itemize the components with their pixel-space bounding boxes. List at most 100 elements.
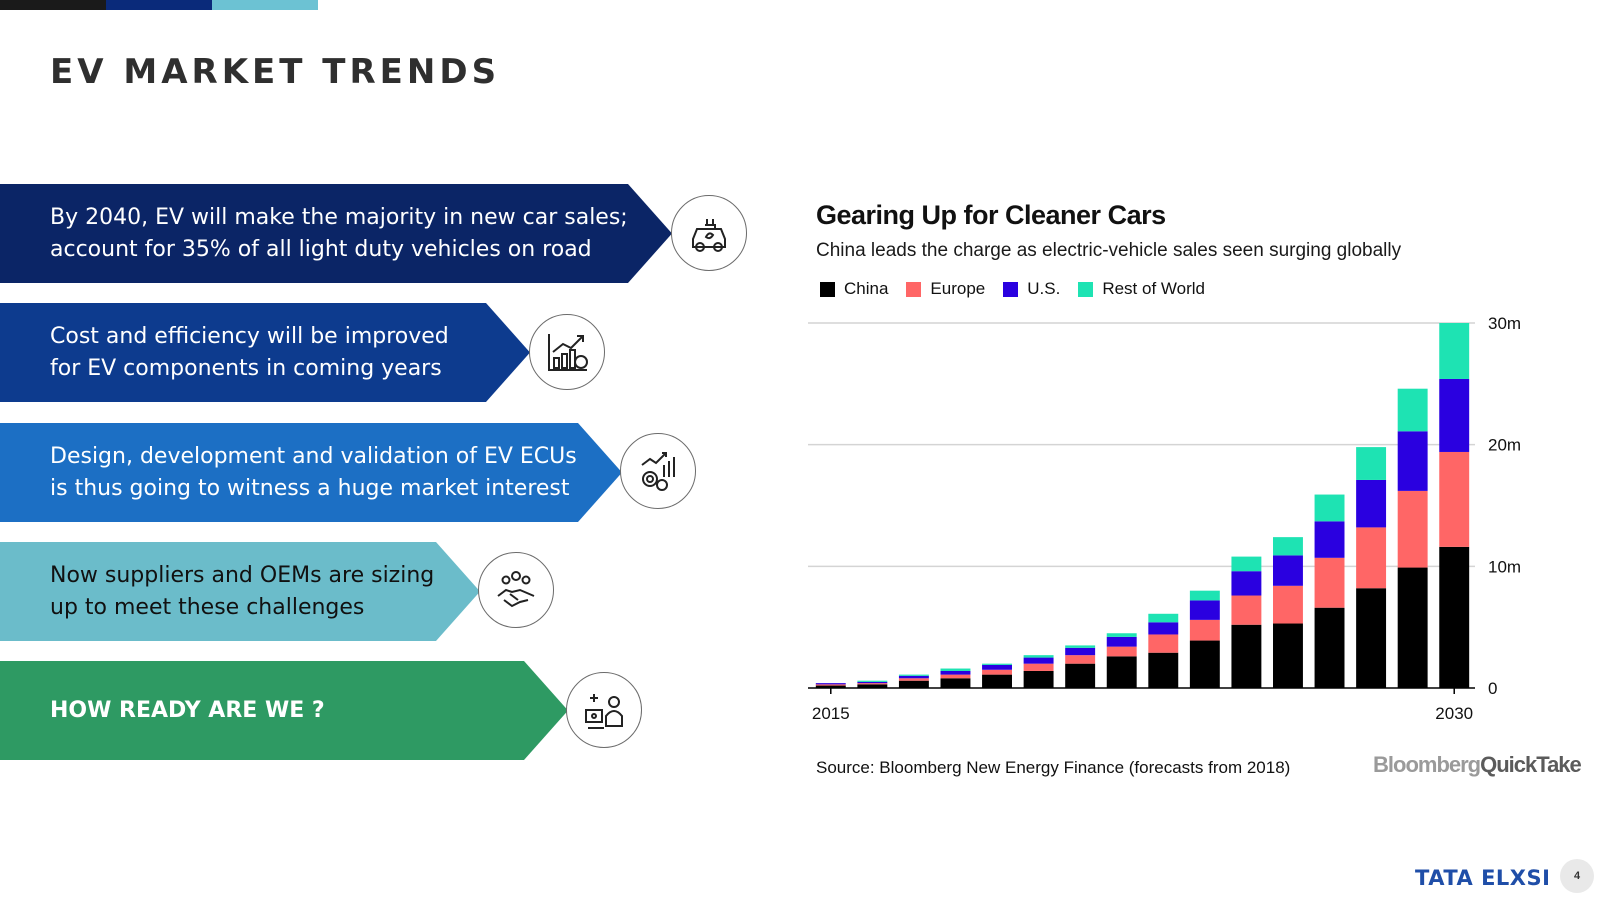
bar-segment-china xyxy=(1356,588,1387,688)
banner-cost-efficiency: Cost and efficiency will be improved for… xyxy=(0,303,530,402)
bar-segment-u-s- xyxy=(1065,647,1096,656)
gear-growth-icon xyxy=(620,433,696,509)
bar-segment-rest-of-world xyxy=(1148,613,1179,623)
bar-segment-u-s- xyxy=(1148,622,1179,635)
banner-suppliers-oems: Now suppliers and OEMs are sizing up to … xyxy=(0,542,480,641)
bar-segment-europe xyxy=(982,669,1012,675)
bar-segment-rest-of-world xyxy=(1065,645,1096,648)
bar-segment-u-s- xyxy=(982,664,1012,670)
x-tick-label: 2030 xyxy=(1435,704,1473,723)
bloomberg-quicktake-logo: BloombergQuickTake xyxy=(1373,752,1582,778)
bar-segment-u-s- xyxy=(1106,636,1137,647)
accent-segment-navy xyxy=(106,0,212,10)
partnership-handshake-icon xyxy=(478,552,554,628)
bar-segment-europe xyxy=(815,684,846,686)
y-tick-label: 0 xyxy=(1488,679,1497,698)
bar-segment-china xyxy=(1439,546,1470,688)
bar-segment-u-s- xyxy=(1023,657,1054,664)
bar-segment-rest-of-world xyxy=(982,663,1012,665)
logo-part: Bloomberg xyxy=(1373,752,1481,777)
legend-label: Europe xyxy=(930,279,986,298)
banner-text: Cost and efficiency will be improved for… xyxy=(50,323,449,381)
bar-segment-europe xyxy=(940,674,971,679)
bar-segment-rest-of-world xyxy=(1231,556,1262,572)
bar-segment-europe xyxy=(1314,557,1345,608)
ev-car-charging-icon xyxy=(671,195,747,271)
bar-segment-china xyxy=(1189,640,1220,688)
bar-segment-europe xyxy=(857,683,888,685)
legend-label: U.S. xyxy=(1027,279,1061,298)
bar-segment-china xyxy=(1314,607,1345,688)
bar-segment-u-s- xyxy=(898,675,929,679)
legend-swatch-china xyxy=(820,281,835,297)
bar-segment-china xyxy=(857,684,888,688)
bar-segment-europe xyxy=(1148,634,1179,653)
accent-segment-teal xyxy=(212,0,318,10)
bar-segment-u-s- xyxy=(1397,431,1428,491)
slide-title: EV MARKET TRENDS xyxy=(50,52,501,92)
chart-subtitle: China leads the charge as electric-vehic… xyxy=(816,240,1402,261)
engineer-workstation-icon xyxy=(566,672,642,748)
bar-segment-rest-of-world xyxy=(1273,537,1303,556)
bar-segment-china xyxy=(898,680,929,688)
bar-segment-rest-of-world xyxy=(940,668,971,671)
legend-swatch-europe xyxy=(906,281,922,297)
y-tick-label: 30m xyxy=(1488,314,1521,333)
bar-segment-europe xyxy=(898,678,929,681)
y-tick-label: 10m xyxy=(1488,557,1521,576)
bar-segment-u-s- xyxy=(1231,571,1262,596)
bar-segment-europe xyxy=(1106,646,1137,657)
bar-segment-china xyxy=(815,685,846,688)
bar-segment-china xyxy=(1273,623,1303,688)
bar-segment-u-s- xyxy=(1439,378,1470,452)
cost-growth-chart-icon xyxy=(529,314,605,390)
bar-segment-europe xyxy=(1439,451,1470,547)
page-number: 4 xyxy=(1560,859,1594,893)
bar-segment-u-s- xyxy=(1356,479,1387,528)
bar-segment-europe xyxy=(1356,527,1387,589)
bar-segment-rest-of-world xyxy=(1356,447,1387,480)
bar-segment-rest-of-world xyxy=(857,680,888,682)
banner-ev-majority: By 2040, EV will make the majority in ne… xyxy=(0,184,672,283)
bar-segment-china xyxy=(1106,656,1137,688)
y-tick-label: 20m xyxy=(1488,436,1521,455)
banner-text: Now suppliers and OEMs are sizing up to … xyxy=(50,562,435,620)
bar-segment-u-s- xyxy=(940,670,971,675)
bar-segment-rest-of-world xyxy=(898,674,929,676)
banner-text: By 2040, EV will make the majority in ne… xyxy=(50,204,628,262)
bar-segment-europe xyxy=(1397,490,1428,568)
bar-segment-rest-of-world xyxy=(1189,590,1220,601)
bar-segment-china xyxy=(1231,624,1262,688)
legend-label: China xyxy=(844,279,889,298)
banner-text: Design, development and validation of EV… xyxy=(50,443,577,501)
chart-source: Source: Bloomberg New Energy Finance (fo… xyxy=(816,758,1291,777)
bar-segment-u-s- xyxy=(857,681,888,684)
bar-segment-china xyxy=(1397,567,1428,688)
top-accent-bar xyxy=(0,0,320,10)
logo-part: QuickTake xyxy=(1480,752,1582,777)
bar-segment-rest-of-world xyxy=(1106,633,1137,637)
legend-item-rest-of-world: Rest of World xyxy=(1078,279,1205,299)
bar-segment-rest-of-world xyxy=(1314,494,1345,522)
legend-label: Rest of World xyxy=(1102,279,1205,298)
banner-text: HOW READY ARE WE ? xyxy=(50,697,325,723)
bar-segment-europe xyxy=(1023,663,1054,671)
bar-segment-europe xyxy=(1273,585,1303,624)
bar-segment-u-s- xyxy=(1314,521,1345,558)
bar-segment-china xyxy=(1065,663,1096,688)
legend-item-us: U.S. xyxy=(1003,279,1060,299)
banner-how-ready: HOW READY ARE WE ? xyxy=(0,661,568,760)
bar-segment-europe xyxy=(1189,619,1220,641)
legend-swatch-us xyxy=(1003,281,1019,297)
bar-segment-u-s- xyxy=(1273,555,1303,586)
bar-segment-europe xyxy=(1231,595,1262,625)
bar-segment-u-s- xyxy=(1189,600,1220,620)
bar-segment-u-s- xyxy=(815,683,846,685)
x-tick-label: 2015 xyxy=(812,704,850,723)
stacked-bar-chart: 0 10m 20m 30m 2015 2030 xyxy=(808,314,1521,723)
bar-segment-china xyxy=(940,678,971,688)
bar-segment-rest-of-world xyxy=(1397,388,1428,432)
legend-swatch-rest-of-world xyxy=(1078,281,1094,297)
legend-item-china: China xyxy=(820,279,888,299)
banner-ecu-interest: Design, development and validation of EV… xyxy=(0,423,622,522)
